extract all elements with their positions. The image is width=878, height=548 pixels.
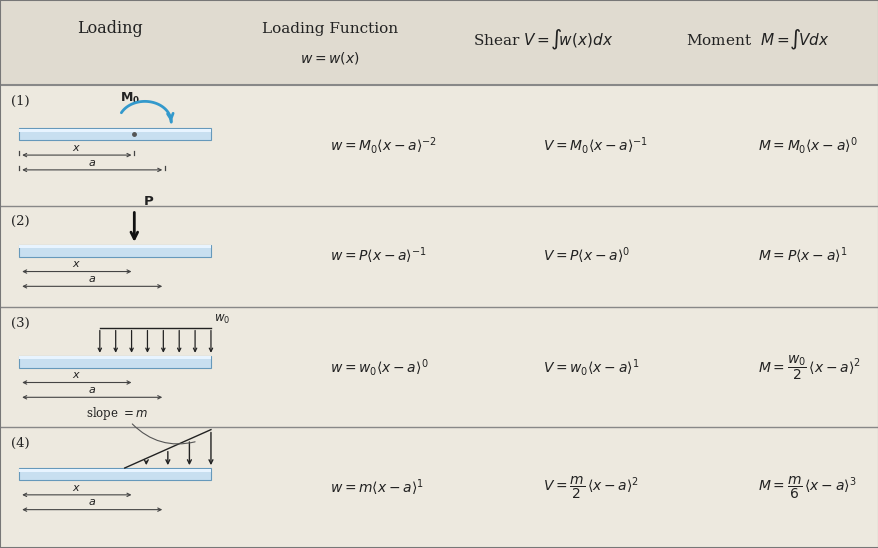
Text: $\mathbf{P}$: $\mathbf{P}$: [143, 195, 155, 208]
Bar: [19, 356, 211, 368]
Bar: [19, 469, 211, 472]
Bar: [0, 0, 878, 85]
Text: $V = \dfrac{m}{2}\,\langle x-a\rangle^{2}$: $V = \dfrac{m}{2}\,\langle x-a\rangle^{2…: [543, 475, 638, 501]
Text: $w_0$: $w_0$: [213, 313, 229, 326]
Text: (3): (3): [11, 317, 29, 330]
Text: Loading Function: Loading Function: [262, 22, 397, 36]
Text: $x$: $x$: [72, 483, 81, 493]
Text: $M = \dfrac{m}{6}\,\langle x-a\rangle^{3}$: $M = \dfrac{m}{6}\,\langle x-a\rangle^{3…: [757, 475, 855, 501]
Text: $w = m\langle x-a\rangle^{1}$: $w = m\langle x-a\rangle^{1}$: [329, 477, 423, 498]
Text: (2): (2): [11, 215, 29, 229]
Text: $x$: $x$: [72, 143, 81, 153]
Text: $w = P\langle x-a\rangle^{-1}$: $w = P\langle x-a\rangle^{-1}$: [329, 246, 426, 266]
Text: Loading: Loading: [77, 20, 142, 37]
Bar: [19, 356, 211, 359]
Text: (1): (1): [11, 95, 29, 108]
Bar: [19, 244, 211, 256]
Text: $M = \dfrac{w_0}{2}\,\langle x-a\rangle^{2}$: $M = \dfrac{w_0}{2}\,\langle x-a\rangle^…: [757, 353, 860, 381]
Text: Shear $V =\!\int\! w(x)dx$: Shear $V =\!\int\! w(x)dx$: [472, 28, 613, 52]
Text: $M = P\langle x-a\rangle^{1}$: $M = P\langle x-a\rangle^{1}$: [757, 246, 846, 266]
Bar: [19, 468, 211, 480]
Text: $V = M_0\langle x-a\rangle^{-1}$: $V = M_0\langle x-a\rangle^{-1}$: [543, 135, 648, 156]
Bar: [19, 128, 211, 140]
Bar: [19, 246, 211, 248]
Text: $V = P\langle x-a\rangle^{0}$: $V = P\langle x-a\rangle^{0}$: [543, 246, 630, 266]
Text: Moment $\ M = \!\int\! Vdx$: Moment $\ M = \!\int\! Vdx$: [685, 28, 829, 52]
Text: $V = w_0\langle x-a\rangle^{1}$: $V = w_0\langle x-a\rangle^{1}$: [543, 357, 639, 378]
Text: $a$: $a$: [88, 274, 96, 284]
Text: $a$: $a$: [88, 498, 96, 507]
Text: $w = w_0\langle x-a\rangle^{0}$: $w = w_0\langle x-a\rangle^{0}$: [329, 357, 428, 378]
Text: $\mathbf{M_0}$: $\mathbf{M_0}$: [119, 90, 140, 106]
Bar: [19, 129, 211, 132]
Text: $a$: $a$: [88, 158, 96, 168]
Text: $a$: $a$: [88, 385, 96, 395]
Text: $M = M_0\langle x-a\rangle^{0}$: $M = M_0\langle x-a\rangle^{0}$: [757, 135, 856, 156]
Text: slope $= m$: slope $= m$: [86, 405, 148, 422]
Text: $x$: $x$: [72, 370, 81, 380]
Text: $w = M_0\langle x-a\rangle^{-2}$: $w = M_0\langle x-a\rangle^{-2}$: [329, 135, 436, 156]
Text: (4): (4): [11, 437, 29, 450]
Text: $x$: $x$: [72, 259, 81, 270]
Text: $w = w(x)$: $w = w(x)$: [299, 50, 359, 66]
